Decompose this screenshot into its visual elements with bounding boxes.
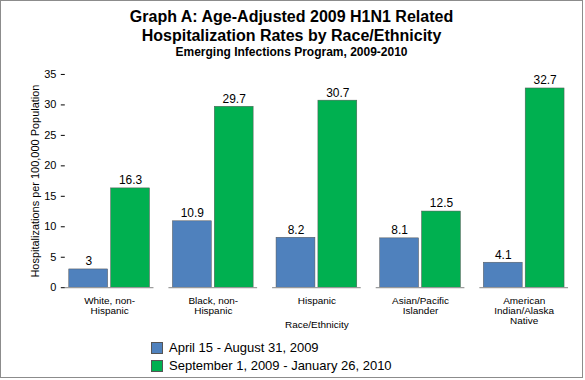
svg-text:35: 35 [44, 68, 56, 80]
svg-text:0: 0 [50, 281, 56, 293]
svg-text:3: 3 [85, 254, 92, 268]
svg-text:Hispanic: Hispanic [298, 295, 336, 306]
svg-text:30: 30 [44, 98, 56, 110]
svg-text:25: 25 [44, 129, 56, 141]
svg-text:10: 10 [44, 220, 56, 232]
html-text:April 15 - August 31, 2009: April 15 - August 31, 2009 [169, 340, 319, 355]
svg-text:8.2: 8.2 [288, 223, 305, 237]
svg-text:Hospitalizations per 100,000 P: Hospitalizations per 100,000 Population [29, 85, 41, 278]
html-text:Emerging Infections Program, 2: Emerging Infections Program, 2009-2010 [175, 45, 408, 59]
svg-text:4.1: 4.1 [495, 248, 512, 262]
svg-text:Race/Ethnicity: Race/Ethnicity [285, 319, 349, 330]
svg-text:16.3: 16.3 [119, 173, 143, 187]
svg-text:5: 5 [50, 251, 56, 263]
svg-text:AmericanIndian/AlaskaNative: AmericanIndian/AlaskaNative [494, 295, 554, 326]
svg-text:Asian/PacificIslander: Asian/PacificIslander [392, 295, 449, 316]
svg-text:10.9: 10.9 [181, 206, 205, 220]
svg-text:32.7: 32.7 [534, 73, 558, 87]
html-text:September 1, 2009 - January 26: September 1, 2009 - January 26, 2010 [169, 358, 392, 373]
svg-text:Black, non-Hispanic: Black, non-Hispanic [188, 295, 238, 316]
svg-text:White, non-Hispanic: White, non-Hispanic [84, 295, 135, 316]
svg-text:12.5: 12.5 [430, 196, 454, 210]
svg-text:30.7: 30.7 [326, 86, 350, 100]
svg-text:29.7: 29.7 [223, 92, 247, 106]
svg-text:8.1: 8.1 [391, 223, 408, 237]
html-text:Graph A: Age-Adjusted 2009 H1N: Graph A: Age-Adjusted 2009 H1N1 Related … [129, 8, 454, 44]
svg-text:15: 15 [44, 190, 56, 202]
svg-text:20: 20 [44, 159, 56, 171]
